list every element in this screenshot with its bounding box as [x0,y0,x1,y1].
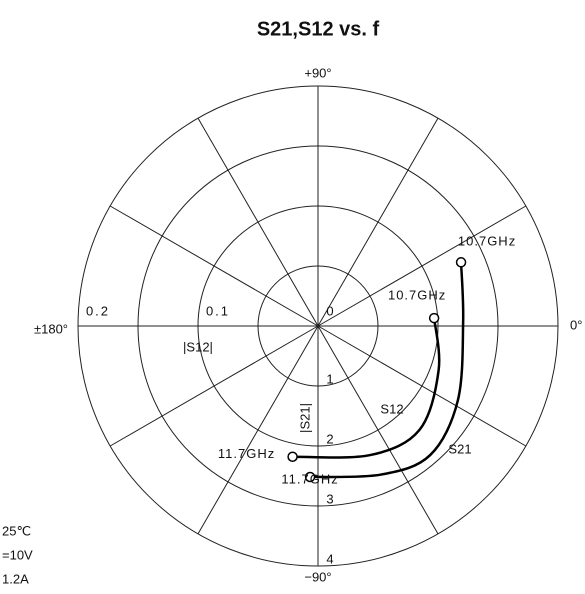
endpoint-marker [304,471,316,483]
frequency-label: 10.7GHz [388,288,446,303]
r-tick-label: 3 [326,491,333,506]
ring [137,145,499,507]
frequency-label: 11.7GHz [281,471,338,486]
angle-label: 0° [570,317,582,332]
chart-title: S21,S12 vs. f [257,18,380,40]
angle-label: −90° [304,569,331,584]
condition-note: 25℃ [2,523,31,538]
frequency-label: 10.7GHz [458,234,516,249]
r2-axis-label: |S12| [183,339,213,354]
r-tick-label: 2 [326,431,333,446]
series-label: S21 [448,441,471,456]
ring [197,205,439,447]
endpoint-marker [287,451,298,463]
angle-label: +90° [304,65,331,80]
ring [77,85,559,567]
r-tick-label: 1 [326,371,333,386]
condition-note: 1.2A [2,571,29,586]
ring [257,265,379,387]
condition-note: =10V [2,547,33,562]
r-tick-label: 4 [326,551,333,566]
r-axis-label: |S21| [297,403,312,433]
endpoint-marker [455,257,467,268]
endpoint-marker [428,312,440,324]
frequency-label: 11.7GHz [218,446,275,461]
r2-tick-label: 0.2 [86,303,110,318]
series-curve [292,317,441,459]
angle-label: ±180° [34,321,68,336]
r-tick-label: 0 [326,303,333,318]
series-curve [310,262,465,479]
series-label: S12 [380,401,403,416]
r2-tick-label: 0.1 [206,303,230,318]
